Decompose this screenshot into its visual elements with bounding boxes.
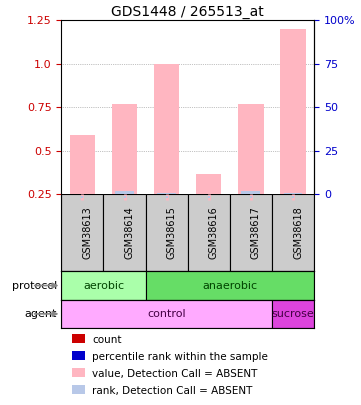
Bar xyxy=(70,135,95,194)
Bar xyxy=(61,300,272,328)
Text: agent: agent xyxy=(25,309,57,319)
Bar xyxy=(272,194,314,271)
Text: control: control xyxy=(147,309,186,319)
Bar xyxy=(112,104,137,194)
Bar xyxy=(238,104,264,194)
Text: GSM38614: GSM38614 xyxy=(125,207,135,259)
Text: GSM38618: GSM38618 xyxy=(293,207,303,259)
Bar xyxy=(196,173,221,194)
Text: anaerobic: anaerobic xyxy=(202,281,257,290)
Text: count: count xyxy=(92,335,122,345)
Bar xyxy=(72,368,85,377)
Bar xyxy=(188,194,230,271)
Text: rank, Detection Call = ABSENT: rank, Detection Call = ABSENT xyxy=(92,386,253,396)
Bar xyxy=(145,194,188,271)
Bar xyxy=(72,385,85,394)
Bar xyxy=(61,194,104,271)
Bar xyxy=(115,191,134,194)
Text: GSM38616: GSM38616 xyxy=(209,207,219,259)
Bar xyxy=(104,194,145,271)
Bar xyxy=(283,193,303,194)
Bar xyxy=(154,64,179,194)
Title: GDS1448 / 265513_at: GDS1448 / 265513_at xyxy=(111,5,264,19)
Text: aerobic: aerobic xyxy=(83,281,124,290)
Text: percentile rank within the sample: percentile rank within the sample xyxy=(92,352,268,362)
Bar xyxy=(280,29,306,194)
Text: sucrose: sucrose xyxy=(271,309,314,319)
Text: protocol: protocol xyxy=(12,281,57,290)
Bar xyxy=(61,271,145,300)
Bar xyxy=(272,300,314,328)
Bar xyxy=(230,194,272,271)
Bar xyxy=(145,271,314,300)
Bar xyxy=(72,334,85,343)
Text: value, Detection Call = ABSENT: value, Detection Call = ABSENT xyxy=(92,369,258,379)
Text: GSM38617: GSM38617 xyxy=(251,207,261,259)
Bar xyxy=(157,193,176,194)
Bar xyxy=(72,351,85,360)
Text: GSM38615: GSM38615 xyxy=(167,207,177,259)
Text: GSM38613: GSM38613 xyxy=(82,207,92,259)
Bar xyxy=(242,191,260,194)
